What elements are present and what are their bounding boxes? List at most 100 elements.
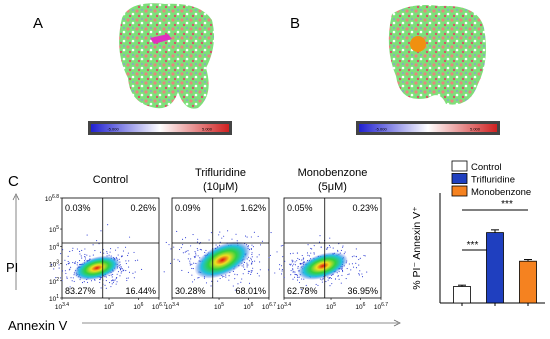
event-dot — [123, 269, 125, 271]
tick-base: 10 — [326, 304, 334, 311]
event-dot — [237, 283, 239, 285]
event-dot — [90, 280, 93, 282]
event-dot — [313, 245, 315, 247]
event-dot — [128, 266, 130, 268]
event-dot — [311, 248, 313, 250]
event-dot — [196, 241, 198, 243]
event-dot — [294, 261, 296, 263]
event-dot — [168, 244, 170, 246]
event-dot — [189, 260, 191, 262]
event-dot — [242, 273, 244, 275]
event-dot — [221, 276, 224, 278]
event-dot — [258, 275, 260, 277]
event-dot — [99, 281, 101, 283]
event-dot — [112, 281, 114, 283]
event-dot — [190, 245, 192, 247]
event-dot — [179, 260, 181, 262]
event-dot — [350, 269, 352, 271]
event-dot — [259, 244, 262, 246]
event-dot — [321, 281, 323, 283]
event-dot — [108, 274, 110, 277]
tick-base: 10 — [104, 304, 112, 311]
event-dot — [195, 252, 197, 254]
event-dot — [100, 230, 102, 232]
event-dot — [300, 288, 302, 290]
event-dot — [331, 283, 333, 285]
event-dot — [89, 255, 91, 257]
event-dot — [76, 248, 78, 250]
tick-base: 10 — [49, 262, 57, 269]
event-dot — [70, 266, 72, 268]
event-dot — [173, 258, 175, 260]
event-dot — [68, 269, 70, 271]
tick-label: 106 — [133, 302, 143, 311]
event-dot — [106, 252, 108, 254]
event-dot — [337, 249, 339, 251]
event-dot — [219, 231, 221, 233]
event-dot — [117, 254, 119, 256]
event-dot — [289, 264, 291, 266]
event-dot — [182, 238, 184, 240]
event-dot — [191, 263, 193, 265]
event-dot — [72, 277, 74, 279]
colorbar-min: -5.000 — [375, 127, 387, 132]
event-dot — [248, 260, 250, 262]
event-dot — [246, 266, 248, 268]
event-dot — [313, 252, 315, 254]
tick-exponent: 1 — [56, 294, 59, 300]
quadrant-value: 0.05% — [287, 203, 313, 213]
event-dot — [281, 269, 283, 271]
bar — [453, 286, 471, 304]
event-dot — [119, 275, 121, 277]
event-dot — [246, 262, 248, 264]
event-dot — [251, 256, 253, 258]
event-dot — [297, 275, 299, 277]
event-dot — [119, 267, 121, 269]
event-dot — [341, 270, 344, 272]
event-dot — [234, 273, 236, 275]
event-dot — [298, 281, 301, 284]
event-dot — [228, 279, 230, 281]
event-dot — [193, 256, 195, 258]
event-dot — [192, 268, 194, 270]
event-dot — [84, 256, 86, 258]
event-dot — [250, 257, 252, 259]
event-dot — [280, 245, 282, 247]
event-dot — [284, 260, 286, 262]
event-dot — [219, 241, 221, 243]
event-dot — [274, 272, 276, 274]
event-dot — [298, 276, 300, 278]
event-dot — [110, 286, 112, 288]
event-dot — [182, 252, 184, 254]
event-dot — [79, 260, 81, 262]
event-dot — [338, 278, 340, 280]
event-dot — [64, 259, 66, 261]
event-dot — [116, 277, 118, 279]
event-dot — [246, 264, 248, 266]
event-dot — [192, 281, 194, 283]
event-dot — [252, 246, 254, 248]
protein-a — [119, 3, 214, 109]
event-dot — [246, 236, 248, 238]
event-dot — [353, 266, 355, 268]
event-dot — [99, 251, 101, 253]
event-dot — [240, 281, 242, 283]
significance: *** — [467, 240, 479, 251]
event-dot — [79, 253, 81, 255]
quadrant-value: 36.95% — [347, 286, 378, 296]
tick-label: 105 — [214, 302, 224, 311]
event-dot — [96, 240, 98, 242]
panel-label: A — [33, 15, 43, 32]
plot-title: Control — [93, 174, 128, 186]
event-dot — [248, 282, 251, 284]
legend-label: Trifluridine — [471, 175, 515, 186]
event-dot — [251, 263, 253, 265]
event-dot — [105, 287, 107, 289]
event-dot — [107, 224, 109, 226]
event-dot — [267, 269, 270, 271]
event-dot — [126, 277, 128, 279]
event-dot — [84, 258, 86, 260]
event-dot — [189, 264, 191, 266]
event-dot — [248, 270, 250, 272]
event-dot — [303, 257, 305, 259]
